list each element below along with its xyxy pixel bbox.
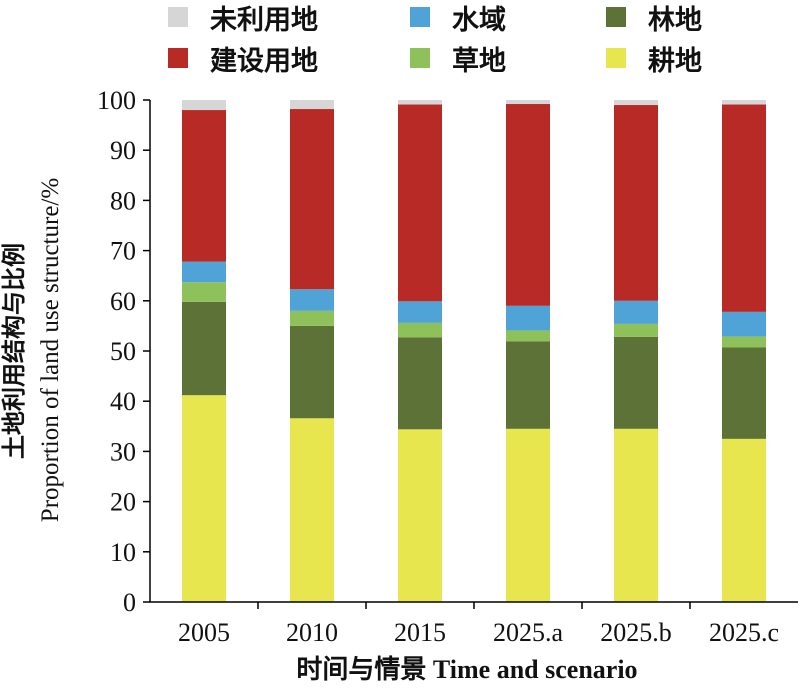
bar-segment-2005-3 xyxy=(182,261,226,283)
legend: 未利用地 水域 林地 建设用地 草地 耕地 xyxy=(0,0,800,80)
x-tick-label: 2025.b xyxy=(600,618,672,647)
bar-segment-2025.b-2 xyxy=(614,323,658,337)
bar-segment-2010-4 xyxy=(290,109,334,290)
bar-segment-2015-4 xyxy=(398,104,442,302)
legend-item-forest: 林地 xyxy=(606,2,702,36)
bar-segment-2015-5 xyxy=(398,100,442,105)
x-tick-label: 2025.a xyxy=(493,618,564,647)
legend-swatch-cropland xyxy=(606,48,626,68)
y-tick-label: 80 xyxy=(110,186,136,215)
bar-segment-2025.c-5 xyxy=(722,100,766,105)
y-axis-label-cn: 土地利用结构与比例 xyxy=(0,243,28,459)
bar-segment-2005-4 xyxy=(182,110,226,262)
y-tick-label: 0 xyxy=(123,588,136,617)
bars-group xyxy=(182,100,766,602)
x-tick-label: 2025.c xyxy=(709,618,779,647)
y-tick-label: 40 xyxy=(110,387,136,416)
bar-segment-2025.b-1 xyxy=(614,336,658,429)
legend-item-cropland: 耕地 xyxy=(606,43,702,77)
x-tick-label: 2005 xyxy=(178,618,230,647)
legend-item-construction: 建设用地 xyxy=(168,43,318,77)
legend-swatch-grassland xyxy=(410,48,430,68)
bar-segment-2010-2 xyxy=(290,310,334,326)
bar-segment-2005-5 xyxy=(182,100,226,111)
y-tick-label: 90 xyxy=(110,136,136,165)
bar-segment-2025.b-0 xyxy=(614,428,658,602)
legend-label-water: 水域 xyxy=(452,4,506,36)
y-tick-label: 50 xyxy=(110,337,136,366)
bar-segment-2010-0 xyxy=(290,418,334,602)
bar-segment-2025.c-1 xyxy=(722,347,766,439)
legend-swatch-construction xyxy=(168,48,188,68)
bar-segment-2015-2 xyxy=(398,322,442,338)
legend-swatch-water xyxy=(410,7,430,27)
legend-label-forest: 林地 xyxy=(648,4,702,36)
legend-label-unused-land: 未利用地 xyxy=(210,4,318,36)
bar-segment-2010-1 xyxy=(290,325,334,419)
legend-item-unused-land: 未利用地 xyxy=(168,2,318,36)
bar-segment-2025.a-4 xyxy=(506,104,550,306)
x-ticks-group: 2005 2010 2015 2025.a 2025.b 2025.c xyxy=(178,602,779,647)
bar-segment-2015-3 xyxy=(398,301,442,323)
bar-segment-2010-5 xyxy=(290,100,334,110)
legend-label-grassland: 草地 xyxy=(452,45,506,77)
axes-group xyxy=(149,100,798,603)
legend-swatch-forest xyxy=(606,7,626,27)
bar-segment-2025.b-5 xyxy=(614,100,658,106)
y-tick-label: 60 xyxy=(110,287,136,316)
legend-item-grassland: 草地 xyxy=(410,43,506,77)
bar-segment-2025.c-4 xyxy=(722,104,766,312)
bar-segment-2005-2 xyxy=(182,282,226,302)
y-tick-label: 100 xyxy=(97,86,136,115)
bar-segment-2025.c-0 xyxy=(722,438,766,602)
bar-segment-2025.c-3 xyxy=(722,311,766,337)
y-tick-label: 70 xyxy=(110,237,136,266)
bar-segment-2025.b-3 xyxy=(614,300,658,324)
bar-segment-2015-1 xyxy=(398,337,442,430)
bar-segment-2025.a-0 xyxy=(506,428,550,602)
legend-swatch-unused-land xyxy=(168,7,188,27)
bar-segment-2025.b-4 xyxy=(614,105,658,301)
legend-item-water: 水域 xyxy=(410,2,506,36)
x-tick-label: 2010 xyxy=(286,618,338,647)
legend-label-construction: 建设用地 xyxy=(210,45,318,77)
y-axis-label-en: Proportion of land use structure/% xyxy=(37,178,64,522)
x-axis-label: 时间与情景 Time and scenario xyxy=(296,655,637,684)
bar-segment-2025.a-1 xyxy=(506,341,550,429)
x-tick-label: 2015 xyxy=(394,618,446,647)
y-tick-label: 10 xyxy=(110,538,136,567)
bar-segment-2005-0 xyxy=(182,395,226,602)
bar-segment-2025.a-5 xyxy=(506,100,550,105)
bar-segment-2025.c-2 xyxy=(722,336,766,348)
y-tick-label: 30 xyxy=(110,437,136,466)
y-ticks-group: 0 10 20 30 40 50 60 70 80 90 100 xyxy=(97,86,150,617)
bar-segment-2015-0 xyxy=(398,429,442,602)
bar-segment-2025.a-3 xyxy=(506,305,550,331)
bar-segment-2010-3 xyxy=(290,289,334,311)
y-tick-label: 20 xyxy=(110,488,136,517)
bar-segment-2025.a-2 xyxy=(506,330,550,342)
bar-segment-2005-1 xyxy=(182,301,226,396)
legend-label-cropland: 耕地 xyxy=(648,45,702,77)
